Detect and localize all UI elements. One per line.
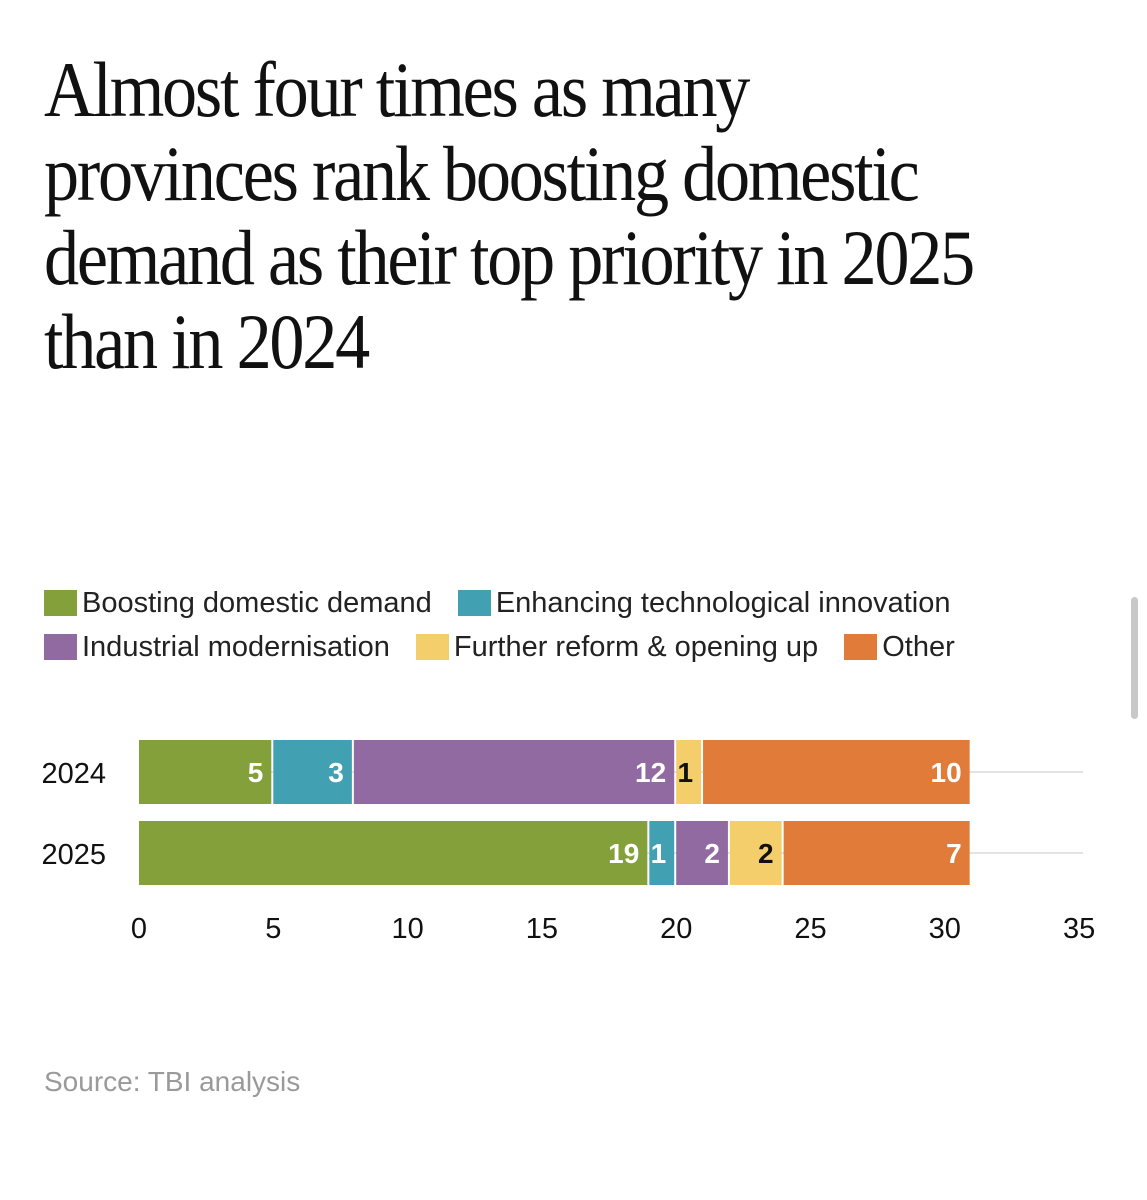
x-tick-label: 0 [131,913,147,945]
data-label: 1 [651,838,667,869]
data-label: 2 [704,838,720,869]
data-label: 2 [758,838,774,869]
scrollbar[interactable] [1131,597,1138,719]
legend-swatch [44,590,77,616]
data-label: 7 [946,838,962,869]
data-label: 10 [931,757,962,788]
source-note: Source: TBI analysis [44,1066,301,1097]
bar-segment [703,740,970,804]
legend-item: Further reform & opening up [415,631,819,663]
x-tick-label: 5 [265,913,281,945]
bar-segment [729,821,782,885]
chart-title: Almost four times as many provinces rank… [44,46,975,385]
legend-item: Other [844,632,955,662]
x-tick-label: 20 [660,913,692,945]
data-label: 5 [248,757,264,788]
legend-label: Enhancing technological innovation [495,587,951,619]
bar-segment [273,740,352,804]
bar-segment [139,821,648,885]
legend: Boosting domestic demand Enhancing techno… [44,588,1104,662]
legend-item: Boosting domestic demand [44,588,432,618]
x-tick-label: 15 [526,913,558,945]
legend-label: Industrial modernisation [82,631,390,663]
x-tick-label: 35 [1063,913,1095,945]
bar-segment [353,740,675,804]
category-label: 2025 [41,839,106,871]
data-label: 19 [608,838,639,869]
data-label: 12 [635,757,666,788]
category-label: 2024 [41,758,106,790]
data-label: 1 [677,757,693,788]
legend-swatch [844,634,878,660]
bar-segment [649,821,675,885]
legend-item: Enhancing technological innovation [457,587,951,619]
legend-label: Other [882,631,955,663]
bar-segment [676,740,702,804]
bar-segment [139,740,272,804]
data-label: 3 [328,757,344,788]
bar-segment [676,821,728,885]
x-tick-label: 25 [794,913,826,945]
x-tick-label: 10 [391,913,423,945]
legend-swatch [457,590,491,616]
legend-item: Industrial modernisation [44,632,390,662]
x-tick-label: 30 [929,913,961,945]
bar-segment [783,821,970,885]
legend-swatch [415,634,449,660]
legend-label: Boosting domestic demand [82,587,432,619]
legend-label: Further reform & opening up [453,631,819,663]
legend-swatch [44,634,77,660]
